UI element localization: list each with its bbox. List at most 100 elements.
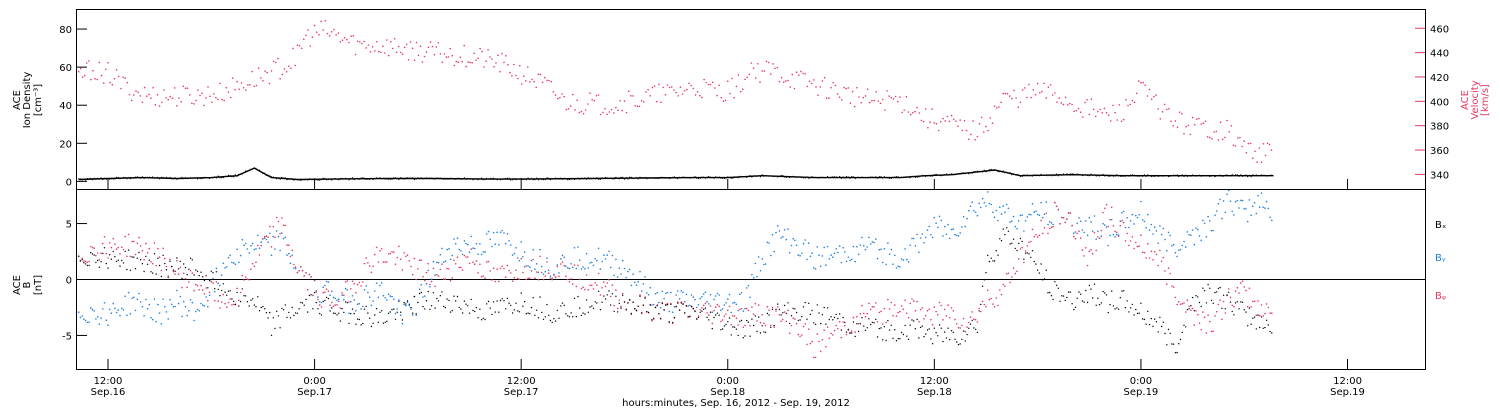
by-series-point xyxy=(659,307,662,309)
bz-series-point xyxy=(912,300,915,302)
bx-series-point xyxy=(468,312,471,314)
density-series-point xyxy=(1140,175,1142,177)
by-series-point xyxy=(813,267,815,269)
by-series-point xyxy=(177,302,180,305)
bz-series-point xyxy=(1250,306,1252,308)
bz-series-point xyxy=(764,324,767,327)
bz-series-point xyxy=(952,310,955,312)
bz-series-point xyxy=(244,276,247,278)
bz-series-point xyxy=(162,247,164,250)
bx-series-point xyxy=(487,300,490,303)
by-series-point xyxy=(437,261,440,264)
bz-series-point xyxy=(393,251,395,253)
density-series-point xyxy=(1016,173,1018,176)
legend-by: Bᵧ xyxy=(1435,253,1446,264)
bz-series-point xyxy=(937,313,939,316)
velocity-series-point xyxy=(193,103,195,105)
bz-series-point xyxy=(985,305,987,308)
velocity-series-point xyxy=(671,86,673,88)
bz-series-point xyxy=(374,253,376,256)
velocity-series-point xyxy=(683,90,686,92)
by-series-point xyxy=(139,301,142,303)
bz-series-point xyxy=(725,313,727,315)
bx-series-point xyxy=(298,308,300,310)
velocity-series-point xyxy=(1159,118,1162,120)
bx-series-point xyxy=(291,306,293,309)
velocity-series-point xyxy=(1221,138,1224,140)
density-series-point xyxy=(370,177,372,179)
by-series-point xyxy=(289,262,292,265)
velocity-series-point xyxy=(735,85,738,88)
bx-series-point xyxy=(876,336,879,338)
bx-series-point xyxy=(332,312,335,314)
bx-series-point xyxy=(637,305,639,307)
velocity-series-point xyxy=(1183,133,1185,135)
velocity-series-point xyxy=(1256,161,1258,163)
bx-series-point xyxy=(795,311,798,314)
density-series-point xyxy=(1171,175,1173,177)
density-series-point xyxy=(388,178,390,180)
bx-series-point xyxy=(549,319,552,322)
bx-series-point xyxy=(205,275,207,277)
bx-series-point xyxy=(313,291,316,294)
bz-series-point xyxy=(1178,300,1180,303)
bx-series-point xyxy=(1162,321,1165,323)
bx-series-point xyxy=(1088,284,1091,287)
bz-series-point xyxy=(968,321,970,324)
by-series-point xyxy=(516,257,519,259)
by-series-point xyxy=(405,304,407,307)
velocity-series-point xyxy=(471,61,474,64)
bx-series-point xyxy=(730,334,732,336)
bz-series-point xyxy=(671,322,674,325)
velocity-series-point xyxy=(673,89,675,91)
bx-series-point xyxy=(418,292,421,295)
by-series-point xyxy=(997,219,999,222)
velocity-series-point xyxy=(371,46,374,48)
by-series-point xyxy=(1121,212,1123,214)
velocity-series-point xyxy=(836,93,839,95)
by-series-point xyxy=(601,260,603,263)
bz-series-point xyxy=(341,292,343,294)
density-series-point xyxy=(477,179,479,181)
bx-series-point xyxy=(506,297,509,300)
by-series-point xyxy=(838,245,841,247)
by-series-point xyxy=(1193,243,1196,246)
density-series-point xyxy=(456,177,459,179)
bx-series-point xyxy=(103,247,106,249)
density-series-point xyxy=(1071,173,1073,175)
bz-series-point xyxy=(1150,250,1153,253)
by-series-point xyxy=(496,231,498,234)
by-series-point xyxy=(479,243,481,245)
density-series-point xyxy=(470,178,472,180)
bx-series-point xyxy=(797,319,799,322)
density-series-point xyxy=(1166,175,1168,177)
bx-series-point xyxy=(1128,311,1130,313)
bx-series-point xyxy=(171,265,173,268)
by-series-point xyxy=(1042,216,1044,219)
by-series-point xyxy=(107,324,109,326)
bx-series-point xyxy=(721,328,724,330)
bx-series-point xyxy=(854,335,856,338)
density-series-point xyxy=(415,178,417,180)
velocity-series-point xyxy=(386,39,388,41)
bx-series-point xyxy=(1081,300,1084,302)
bz-series-point xyxy=(818,340,820,343)
bx-series-point xyxy=(837,317,839,320)
density-series-point xyxy=(956,173,958,175)
by-series-point xyxy=(847,256,850,259)
by-series-point xyxy=(764,263,767,265)
by-series-point xyxy=(238,261,240,264)
density-series-point xyxy=(949,173,951,175)
by-series-point xyxy=(849,259,851,262)
density-series-point xyxy=(219,177,221,179)
by-series-point xyxy=(1136,216,1139,219)
bx-series-point xyxy=(115,260,118,263)
by-series-point xyxy=(735,303,738,306)
density-series-point xyxy=(1119,175,1121,177)
by-series-point xyxy=(200,302,202,305)
by-series-point xyxy=(768,242,770,244)
by-series-point xyxy=(1186,231,1189,233)
velocity-series-point xyxy=(815,86,817,88)
bx-series-point xyxy=(613,310,615,313)
bx-series-point xyxy=(195,269,197,271)
